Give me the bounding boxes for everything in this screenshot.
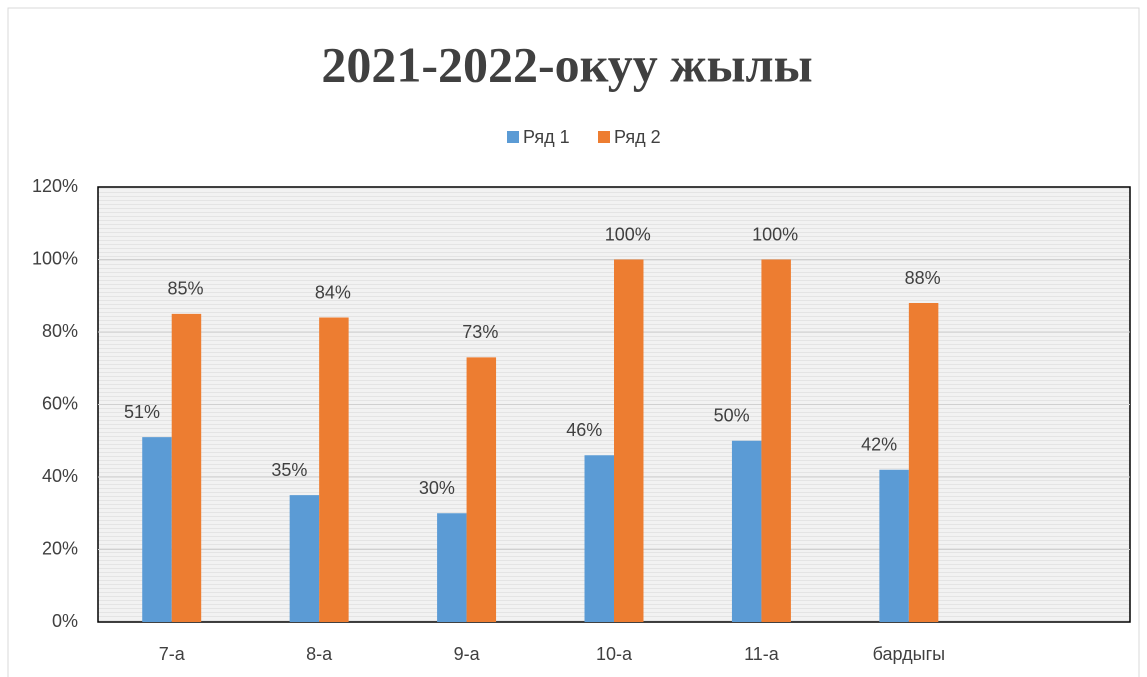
x-tick-label: 9-а (454, 644, 481, 664)
bar (437, 513, 467, 622)
x-tick-label: 8-а (306, 644, 333, 664)
bar (171, 313, 202, 622)
data-label: 51% (124, 402, 160, 422)
bar (466, 357, 497, 622)
data-label: 50% (714, 406, 750, 426)
y-tick-label: 60% (42, 393, 78, 413)
data-label: 100% (752, 224, 798, 244)
y-tick-label: 120% (32, 176, 78, 196)
bar (731, 440, 762, 622)
chart-title: 2021-2022-окуу жылы (321, 36, 812, 92)
data-label: 73% (462, 322, 498, 342)
legend-label: Ряд 2 (614, 127, 661, 147)
bar (319, 317, 349, 622)
bar (761, 259, 791, 622)
data-label: 35% (271, 460, 307, 480)
legend-swatch (598, 131, 610, 143)
bar (908, 303, 939, 622)
x-tick-label: 11-а (744, 644, 780, 664)
bar (142, 437, 172, 622)
data-label: 85% (167, 279, 203, 299)
bar (289, 495, 320, 622)
y-tick-label: 100% (32, 248, 78, 268)
y-tick-label: 80% (42, 321, 78, 341)
data-label: 30% (419, 478, 455, 498)
x-tick-label: бардыгы (873, 644, 945, 664)
legend-swatch (507, 131, 519, 143)
data-label: 84% (315, 282, 351, 302)
data-label: 100% (605, 224, 651, 244)
data-label: 46% (566, 420, 602, 440)
x-tick-label: 7-а (159, 644, 186, 664)
y-tick-label: 40% (42, 466, 78, 486)
data-label: 42% (861, 435, 897, 455)
x-tick-label: 10-а (596, 644, 633, 664)
data-label: 88% (905, 268, 941, 288)
legend-label: Ряд 1 (523, 127, 570, 147)
y-tick-label: 20% (42, 538, 78, 558)
bar (879, 469, 909, 622)
bar (584, 455, 614, 622)
y-tick-label: 0% (52, 611, 78, 631)
bar (614, 259, 644, 622)
